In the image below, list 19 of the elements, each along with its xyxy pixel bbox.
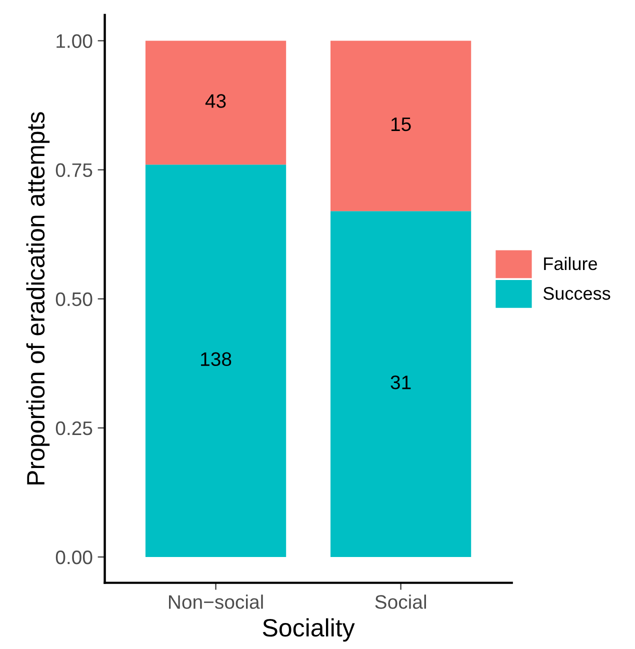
y-tick-label: 0.50 [56,292,92,306]
y-tick-label: 0.00 [56,550,92,564]
y-tick-label: 0.25 [56,421,92,436]
bar [330,40,472,212]
annotation: 43 [205,94,226,108]
x-axis-title: Sociality [262,618,355,642]
y-axis-title: Proportion of eradication attempts [26,112,50,484]
bar [330,211,472,557]
legend-label: Success [543,287,610,300]
y-tick-label: 1.00 [56,34,92,48]
annotation: 138 [201,352,232,366]
annotation: 15 [391,118,411,132]
annotation: 31 [390,375,411,390]
bar [145,40,286,165]
y-tick-label: 0.75 [56,163,92,178]
x-tick-label: Non−social [169,594,263,609]
legend-label: Failure [544,256,598,270]
x-tick-label: Social [375,594,426,609]
bar [145,164,286,557]
